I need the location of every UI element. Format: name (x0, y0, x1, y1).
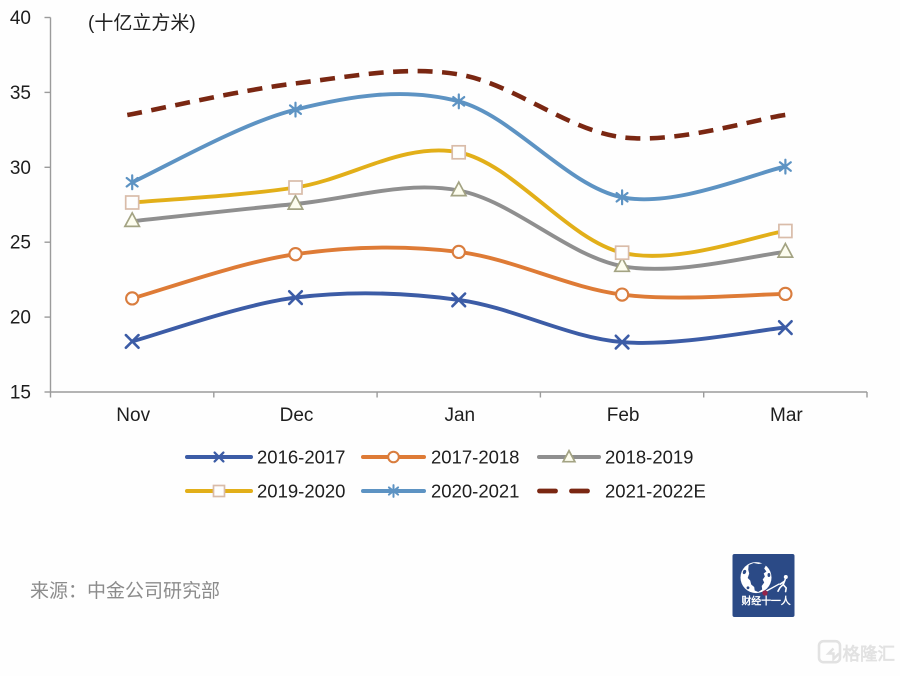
svg-text:来源：中金公司研究部: 来源：中金公司研究部 (30, 580, 220, 602)
svg-text:Nov: Nov (116, 405, 150, 426)
svg-text:30: 30 (10, 158, 31, 179)
svg-text:Feb: Feb (607, 405, 640, 426)
svg-text:财经十一人: 财经十一人 (741, 595, 792, 608)
svg-text:25: 25 (10, 233, 31, 254)
svg-text:2017-2018: 2017-2018 (431, 447, 519, 468)
svg-text:20: 20 (10, 308, 31, 329)
svg-text:40: 40 (10, 8, 31, 29)
svg-text:2021-2022E: 2021-2022E (605, 481, 706, 502)
svg-text:Jan: Jan (444, 405, 475, 426)
svg-text:2020-2021: 2020-2021 (431, 481, 519, 502)
svg-text:35: 35 (10, 83, 31, 104)
svg-text:Mar: Mar (770, 405, 803, 426)
svg-text:15: 15 (10, 383, 31, 404)
svg-text:2018-2019: 2018-2019 (605, 447, 693, 468)
svg-text:格隆汇: 格隆汇 (843, 644, 896, 664)
svg-text:2016-2017: 2016-2017 (257, 447, 345, 468)
svg-text:2019-2020: 2019-2020 (257, 481, 345, 502)
svg-text:Dec: Dec (280, 405, 314, 426)
svg-text:(十亿立方米): (十亿立方米) (88, 12, 196, 34)
